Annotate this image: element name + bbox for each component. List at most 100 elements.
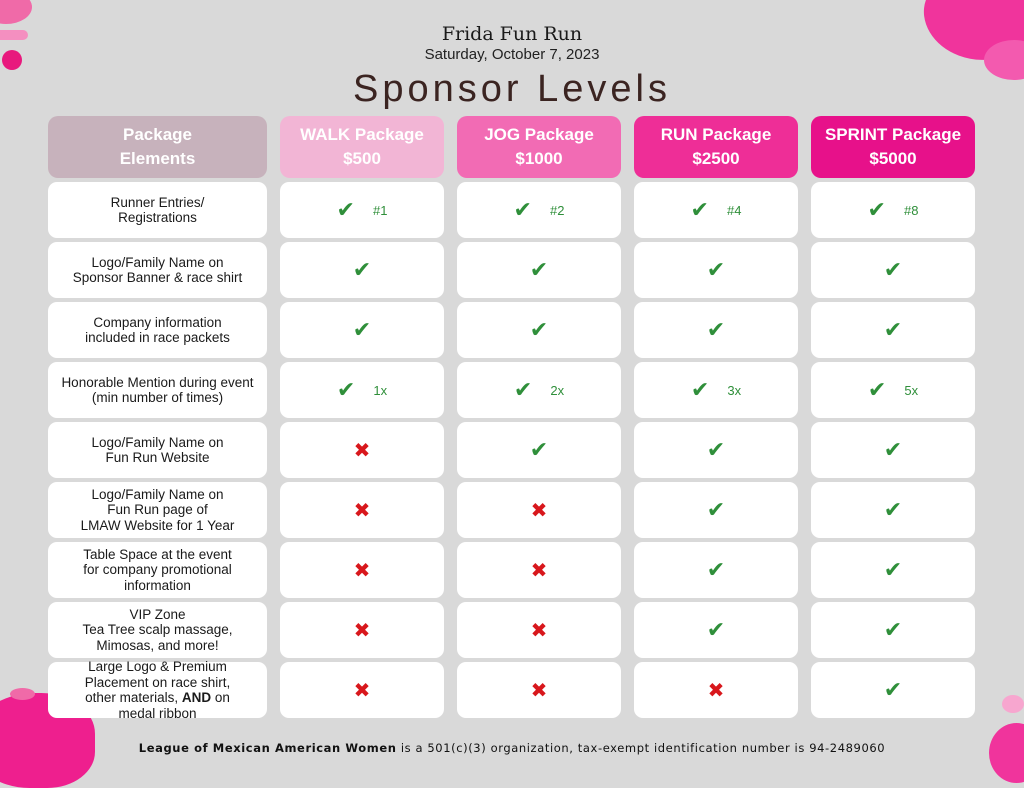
checkmark-icon: ✔ (352, 317, 372, 343)
header-package-elements: Package Elements (48, 116, 267, 178)
cell-note: 5x (904, 382, 919, 398)
checkmark-icon: ✔ (706, 617, 726, 643)
value-cell: ✔ 1x (280, 362, 444, 418)
checkmark-icon: ✔ (883, 257, 903, 283)
header-line1: JOG Package (484, 125, 594, 144)
checkmark-icon: ✔ (690, 197, 709, 223)
checkmark-icon: ✔ (706, 257, 726, 283)
page-header: Frida Fun Run Saturday, October 7, 2023 … (0, 22, 1024, 112)
header-package-3: RUN Package $2500 (634, 116, 798, 178)
value-cell: ✔ (457, 422, 621, 478)
decor-blob (1002, 695, 1024, 713)
value-cell: ✔ 2x (457, 362, 621, 418)
cell-note: 3x (727, 382, 742, 398)
cell-note: 2x (550, 382, 565, 398)
cell-note: 1x (373, 382, 388, 398)
row-label: Large Logo & Premium Placement on race s… (48, 659, 267, 721)
header-line2: $2500 (692, 149, 740, 168)
value-cell: ✔ (280, 242, 444, 298)
x-mark-icon: ✖ (353, 438, 371, 462)
x-mark-icon: ✖ (530, 498, 548, 522)
header-line2: $5000 (869, 149, 917, 168)
cell-note: #8 (903, 202, 919, 218)
x-mark-icon: ✖ (353, 618, 371, 642)
page-title: Sponsor Levels (353, 68, 671, 110)
value-cell: ✔ #2 (457, 182, 621, 238)
value-cell: ✖ (280, 662, 444, 718)
row-label-part: on medal ribbon (118, 690, 230, 721)
value-cell: ✖ (280, 602, 444, 658)
footer-text: is a 501(c)(3) organization, tax-exempt … (396, 741, 886, 755)
decor-blob (0, 0, 32, 24)
value-cell: ✔ (811, 482, 975, 538)
header-line1: WALK Package (300, 125, 424, 144)
row-label: VIP Zone Tea Tree scalp massage, Mimosas… (48, 602, 267, 658)
x-mark-icon: ✖ (353, 498, 371, 522)
x-mark-icon: ✖ (353, 678, 371, 702)
x-mark-icon: ✖ (530, 558, 548, 582)
header-package-1: WALK Package $500 (280, 116, 444, 178)
value-cell: ✖ (280, 422, 444, 478)
checkmark-icon: ✔ (883, 557, 903, 583)
checkmark-icon: ✔ (336, 197, 355, 223)
header-line1: SPRINT Package (824, 125, 962, 144)
value-cell: ✔ (811, 422, 975, 478)
value-cell: ✔ (457, 242, 621, 298)
value-cell: ✖ (457, 482, 621, 538)
x-mark-icon: ✖ (530, 618, 548, 642)
value-cell: ✔ (457, 302, 621, 358)
decor-blob (984, 40, 1024, 80)
footer-note: League of Mexican American Women is a 50… (0, 741, 1024, 755)
value-cell: ✔ 3x (634, 362, 798, 418)
header-line1: RUN Package (660, 125, 772, 144)
x-mark-icon: ✖ (530, 678, 548, 702)
value-cell: ✖ (457, 542, 621, 598)
checkmark-icon: ✔ (883, 617, 903, 643)
checkmark-icon: ✔ (336, 377, 356, 403)
checkmark-icon: ✔ (529, 257, 549, 283)
row-label-part: Large Logo & Premium Placement on race s… (84, 659, 231, 705)
value-cell: ✔ (811, 242, 975, 298)
row-label: Logo/Family Name on Sponsor Banner & rac… (48, 242, 267, 298)
checkmark-icon: ✔ (690, 377, 710, 403)
row-label-part: AND (181, 690, 212, 705)
value-cell: ✔ (634, 542, 798, 598)
checkmark-icon: ✔ (867, 377, 887, 403)
checkmark-icon: ✔ (883, 677, 903, 703)
row-label: Company information included in race pac… (48, 302, 267, 358)
checkmark-icon: ✔ (513, 377, 533, 403)
cell-note: #2 (549, 202, 565, 218)
row-label: Runner Entries/ Registrations (48, 182, 267, 238)
value-cell: ✔ (811, 662, 975, 718)
value-cell: ✔ #8 (811, 182, 975, 238)
value-cell: ✔ (634, 302, 798, 358)
row-label: Logo/Family Name on Fun Run Website (48, 422, 267, 478)
x-mark-icon: ✖ (707, 678, 725, 702)
value-cell: ✔ (811, 602, 975, 658)
value-cell: ✖ (457, 662, 621, 718)
header-package-2: JOG Package $1000 (457, 116, 621, 178)
checkmark-icon: ✔ (867, 197, 886, 223)
checkmark-icon: ✔ (706, 497, 726, 523)
header-line2: Elements (119, 149, 196, 168)
checkmark-icon: ✔ (529, 317, 549, 343)
checkmark-icon: ✔ (529, 437, 549, 463)
decor-blob (10, 688, 35, 700)
event-date: Saturday, October 7, 2023 (424, 46, 600, 63)
value-cell: ✖ (280, 482, 444, 538)
value-cell: ✖ (457, 602, 621, 658)
checkmark-icon: ✔ (706, 317, 726, 343)
org-name: League of Mexican American Women (138, 741, 397, 755)
checkmark-icon: ✔ (706, 557, 726, 583)
checkmark-icon: ✔ (352, 257, 372, 283)
value-cell: ✔ 5x (811, 362, 975, 418)
row-label: Honorable Mention during event (min numb… (48, 362, 267, 418)
value-cell: ✖ (634, 662, 798, 718)
sponsor-levels-table: Package Elements WALK Package $500 JOG Packa… (48, 116, 975, 721)
checkmark-icon: ✔ (883, 317, 903, 343)
value-cell: ✔ #1 (280, 182, 444, 238)
value-cell: ✔ (634, 422, 798, 478)
event-title: Frida Fun Run (441, 23, 583, 45)
row-label: Table Space at the event for company pro… (48, 542, 267, 598)
checkmark-icon: ✔ (883, 497, 903, 523)
